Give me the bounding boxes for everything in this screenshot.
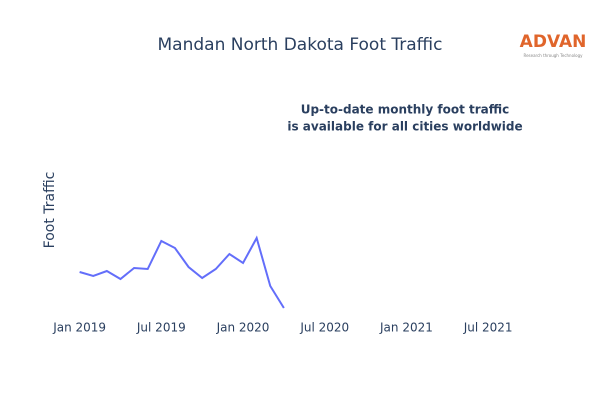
x-tick-label: Jan 2020 <box>216 321 270 335</box>
x-tick-label: Jul 2021 <box>463 321 513 335</box>
x-tick-label: Jan 2019 <box>52 321 106 335</box>
logo-tagline: Research through Technology <box>523 53 583 58</box>
line <box>79 235 285 309</box>
x-tick-label: Jul 2020 <box>299 321 349 335</box>
chart-title: Mandan North Dakota Foot Traffic <box>158 35 443 55</box>
x-tick-label: Jul 2019 <box>136 321 186 335</box>
logo: ADVAN <box>520 32 587 52</box>
annotation: Up-to-date monthly foot traffic <box>301 103 510 117</box>
x-tick-label: Jan 2021 <box>379 321 433 335</box>
annotation: is available for all cities worldwide <box>287 120 522 134</box>
y-axis-title: Foot Traffic <box>42 172 58 249</box>
